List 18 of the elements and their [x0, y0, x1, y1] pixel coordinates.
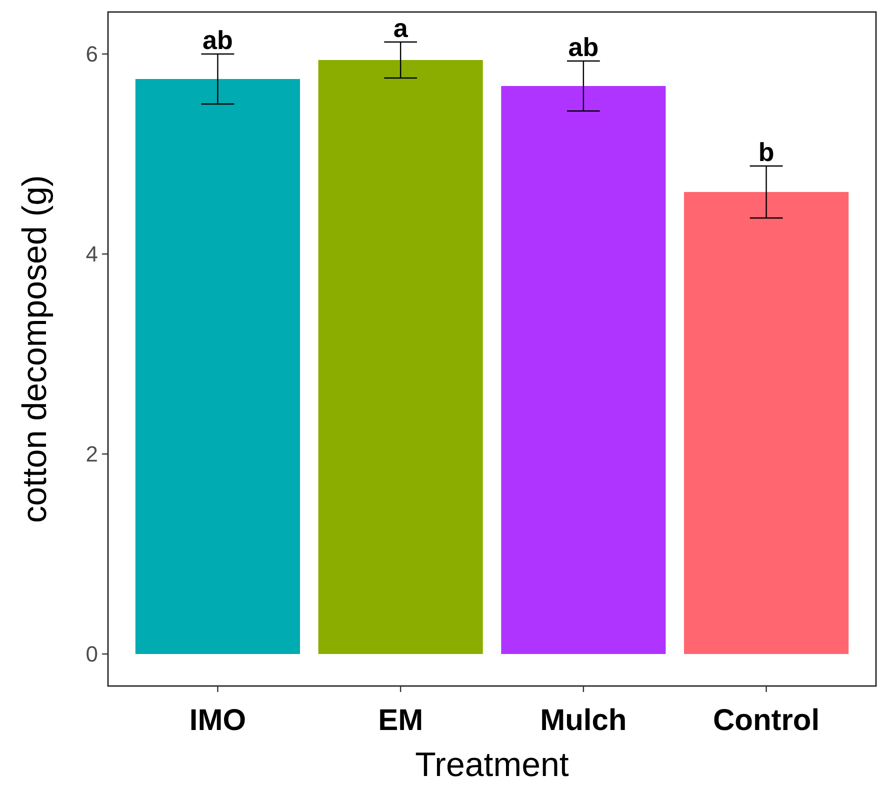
y-axis-title: cotton decomposed (g)	[16, 175, 54, 523]
annotation: ab	[568, 32, 599, 62]
y-tick-label: 2	[86, 442, 98, 467]
annotation: a	[393, 13, 408, 43]
x-tick-label: EM	[378, 704, 424, 737]
bar	[135, 79, 300, 654]
annotation: ab	[202, 25, 233, 55]
x-axis-title: Treatment	[415, 746, 570, 784]
bar	[684, 192, 849, 654]
y-tick-label: 4	[86, 242, 98, 267]
y-tick-label: 6	[86, 42, 98, 67]
y-tick-label: 0	[86, 642, 98, 667]
x-tick-label: IMO	[189, 704, 246, 737]
annotation: b	[758, 137, 774, 167]
bar	[501, 86, 666, 654]
x-tick-label: Mulch	[540, 704, 627, 737]
x-tick-label: Control	[712, 704, 820, 737]
bar	[318, 60, 483, 654]
